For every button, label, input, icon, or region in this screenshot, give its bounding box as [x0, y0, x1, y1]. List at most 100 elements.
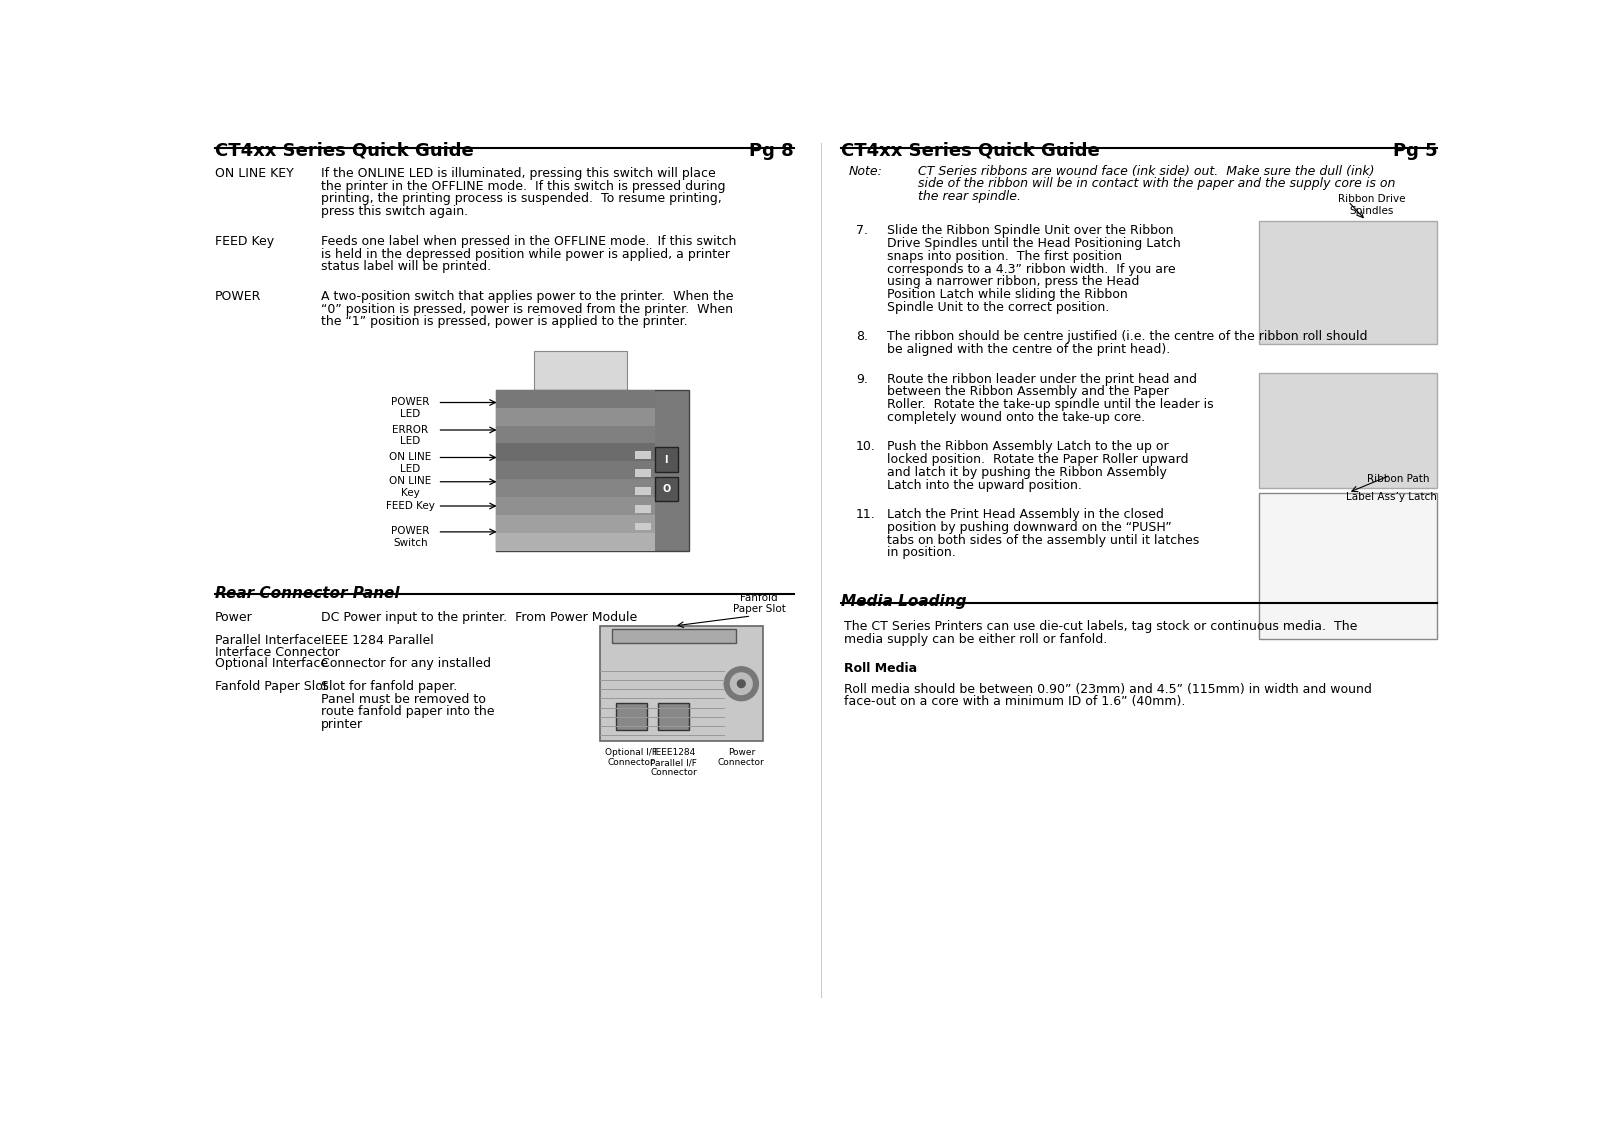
Text: Key: Key — [401, 488, 420, 498]
Text: LED: LED — [401, 464, 420, 474]
Bar — [496, 390, 689, 551]
Circle shape — [730, 673, 751, 694]
Bar — [496, 515, 655, 533]
Bar — [496, 390, 655, 408]
Text: press this switch again.: press this switch again. — [322, 205, 468, 218]
Text: position by pushing downward on the “PUSH”: position by pushing downward on the “PUS… — [887, 520, 1171, 534]
Text: Rear Connector Panel: Rear Connector Panel — [216, 586, 399, 601]
Text: is held in the depressed position while power is applied, a printer: is held in the depressed position while … — [322, 247, 730, 261]
Text: LED: LED — [401, 436, 420, 446]
Text: Switch: Switch — [393, 539, 428, 548]
Text: Drive Spindles until the Head Positioning Latch: Drive Spindles until the Head Positionin… — [887, 237, 1181, 251]
Text: LED: LED — [401, 409, 420, 419]
Text: If the ONLINE LED is illuminated, pressing this switch will place: If the ONLINE LED is illuminated, pressi… — [322, 167, 716, 180]
Text: side of the ribbon will be in contact with the paper and the supply core is on: side of the ribbon will be in contact wi… — [919, 177, 1395, 191]
Text: snaps into position.  The first position: snaps into position. The first position — [887, 250, 1121, 263]
Bar — [496, 408, 655, 426]
Bar — [636, 487, 650, 495]
Circle shape — [737, 680, 745, 688]
Text: Pg 8: Pg 8 — [750, 141, 793, 159]
Text: A two-position switch that applies power to the printer.  When the: A two-position switch that applies power… — [322, 290, 734, 303]
Text: Roll Media: Roll Media — [845, 663, 917, 675]
Circle shape — [724, 667, 758, 701]
Text: media supply can be either roll or fanfold.: media supply can be either roll or fanfo… — [845, 632, 1107, 646]
Text: FEED Key: FEED Key — [216, 235, 274, 247]
Text: Interface Connector: Interface Connector — [216, 647, 339, 659]
Text: Fanfold
Paper Slot: Fanfold Paper Slot — [732, 593, 785, 614]
Text: Spindles: Spindles — [1350, 207, 1393, 217]
Text: DC Power input to the printer.  From Power Module: DC Power input to the printer. From Powe… — [322, 611, 637, 623]
Text: Optional Interface: Optional Interface — [216, 657, 328, 669]
Text: ON LINE KEY: ON LINE KEY — [216, 167, 294, 180]
Bar — [496, 426, 655, 444]
Text: The ribbon should be centre justified (i.e. the centre of the ribbon roll should: The ribbon should be centre justified (i… — [887, 331, 1368, 343]
Text: O: O — [661, 484, 671, 495]
Text: Pg 5: Pg 5 — [1393, 141, 1437, 159]
Text: 10.: 10. — [856, 440, 875, 454]
Text: Label Ass’y Latch: Label Ass’y Latch — [1347, 492, 1437, 502]
Text: tabs on both sides of the assembly until it latches: tabs on both sides of the assembly until… — [887, 534, 1199, 546]
Text: Power
Connector: Power Connector — [718, 747, 764, 767]
Text: printing, the printing process is suspended.  To resume printing,: printing, the printing process is suspen… — [322, 192, 722, 205]
Text: Media Loading: Media Loading — [840, 594, 965, 609]
Text: 7.: 7. — [856, 225, 867, 237]
Text: 11.: 11. — [856, 508, 875, 522]
Text: ON LINE: ON LINE — [389, 476, 431, 487]
Text: be aligned with the centre of the print head).: be aligned with the centre of the print … — [887, 343, 1170, 356]
Bar — [1258, 492, 1437, 639]
Text: Optional I/F
Connector: Optional I/F Connector — [605, 747, 656, 767]
Text: Parallel Interface: Parallel Interface — [216, 633, 322, 647]
Bar — [496, 498, 655, 515]
Text: POWER: POWER — [216, 290, 261, 303]
Text: Route the ribbon leader under the print head and: Route the ribbon leader under the print … — [887, 373, 1197, 386]
Text: Power: Power — [216, 611, 253, 623]
Text: CT Series ribbons are wound face (ink side) out.  Make sure the dull (ink): CT Series ribbons are wound face (ink si… — [919, 165, 1374, 177]
Bar — [496, 533, 655, 551]
Text: Fanfold Paper Slot: Fanfold Paper Slot — [216, 680, 328, 693]
Bar — [496, 480, 655, 498]
Bar — [636, 505, 650, 513]
Bar — [655, 476, 677, 501]
Bar — [534, 351, 628, 390]
Text: Slide the Ribbon Spindle Unit over the Ribbon: Slide the Ribbon Spindle Unit over the R… — [887, 225, 1173, 237]
Text: Note:: Note: — [848, 165, 882, 177]
Bar — [611, 629, 735, 642]
Text: “0” position is pressed, power is removed from the printer.  When: “0” position is pressed, power is remove… — [322, 303, 734, 316]
Bar — [600, 625, 763, 742]
Text: face-out on a core with a minimum ID of 1.6” (40mm).: face-out on a core with a minimum ID of … — [845, 695, 1186, 708]
Text: Ribbon Drive: Ribbon Drive — [1337, 193, 1405, 203]
Text: IEEE1284
Parallel I/F
Connector: IEEE1284 Parallel I/F Connector — [650, 747, 697, 778]
Text: between the Ribbon Assembly and the Paper: between the Ribbon Assembly and the Pape… — [887, 385, 1168, 399]
Text: The CT Series Printers can use die-cut labels, tag stock or continuous media.  T: The CT Series Printers can use die-cut l… — [845, 620, 1358, 633]
Text: in position.: in position. — [887, 546, 956, 559]
Text: Push the Ribbon Assembly Latch to the up or: Push the Ribbon Assembly Latch to the up… — [887, 440, 1168, 454]
Text: Panel must be removed to: Panel must be removed to — [322, 692, 486, 706]
Text: corresponds to a 4.3” ribbon width.  If you are: corresponds to a 4.3” ribbon width. If y… — [887, 263, 1176, 275]
Bar — [636, 450, 650, 458]
Text: 9.: 9. — [856, 373, 867, 386]
Text: the printer in the OFFLINE mode.  If this switch is pressed during: the printer in the OFFLINE mode. If this… — [322, 180, 726, 193]
Bar — [496, 444, 655, 462]
Text: Latch into the upward position.: Latch into the upward position. — [887, 479, 1081, 491]
Bar — [636, 469, 650, 476]
Text: ON LINE: ON LINE — [389, 452, 431, 462]
Text: Ribbon Path: Ribbon Path — [1368, 473, 1429, 483]
Text: completely wound onto the take-up core.: completely wound onto the take-up core. — [887, 411, 1146, 423]
Text: and latch it by pushing the Ribbon Assembly: and latch it by pushing the Ribbon Assem… — [887, 466, 1167, 479]
Text: 8.: 8. — [856, 331, 867, 343]
Text: Roller.  Rotate the take-up spindle until the leader is: Roller. Rotate the take-up spindle until… — [887, 399, 1213, 411]
Text: Connector for any installed: Connector for any installed — [322, 657, 491, 669]
Bar — [1258, 373, 1437, 488]
Text: Position Latch while sliding the Ribbon: Position Latch while sliding the Ribbon — [887, 288, 1128, 301]
Text: printer: printer — [322, 718, 364, 730]
Text: POWER: POWER — [391, 397, 430, 408]
Text: CT4xx Series Quick Guide: CT4xx Series Quick Guide — [840, 141, 1099, 159]
Text: IEEE 1284 Parallel: IEEE 1284 Parallel — [322, 633, 434, 647]
Text: I: I — [665, 455, 668, 465]
Text: status label will be printed.: status label will be printed. — [322, 260, 491, 273]
Text: the “1” position is pressed, power is applied to the printer.: the “1” position is pressed, power is ap… — [322, 315, 689, 329]
Text: CT4xx Series Quick Guide: CT4xx Series Quick Guide — [216, 141, 473, 159]
Text: using a narrower ribbon, press the Head: using a narrower ribbon, press the Head — [887, 275, 1139, 288]
Bar — [636, 523, 650, 531]
Text: POWER: POWER — [391, 526, 430, 536]
